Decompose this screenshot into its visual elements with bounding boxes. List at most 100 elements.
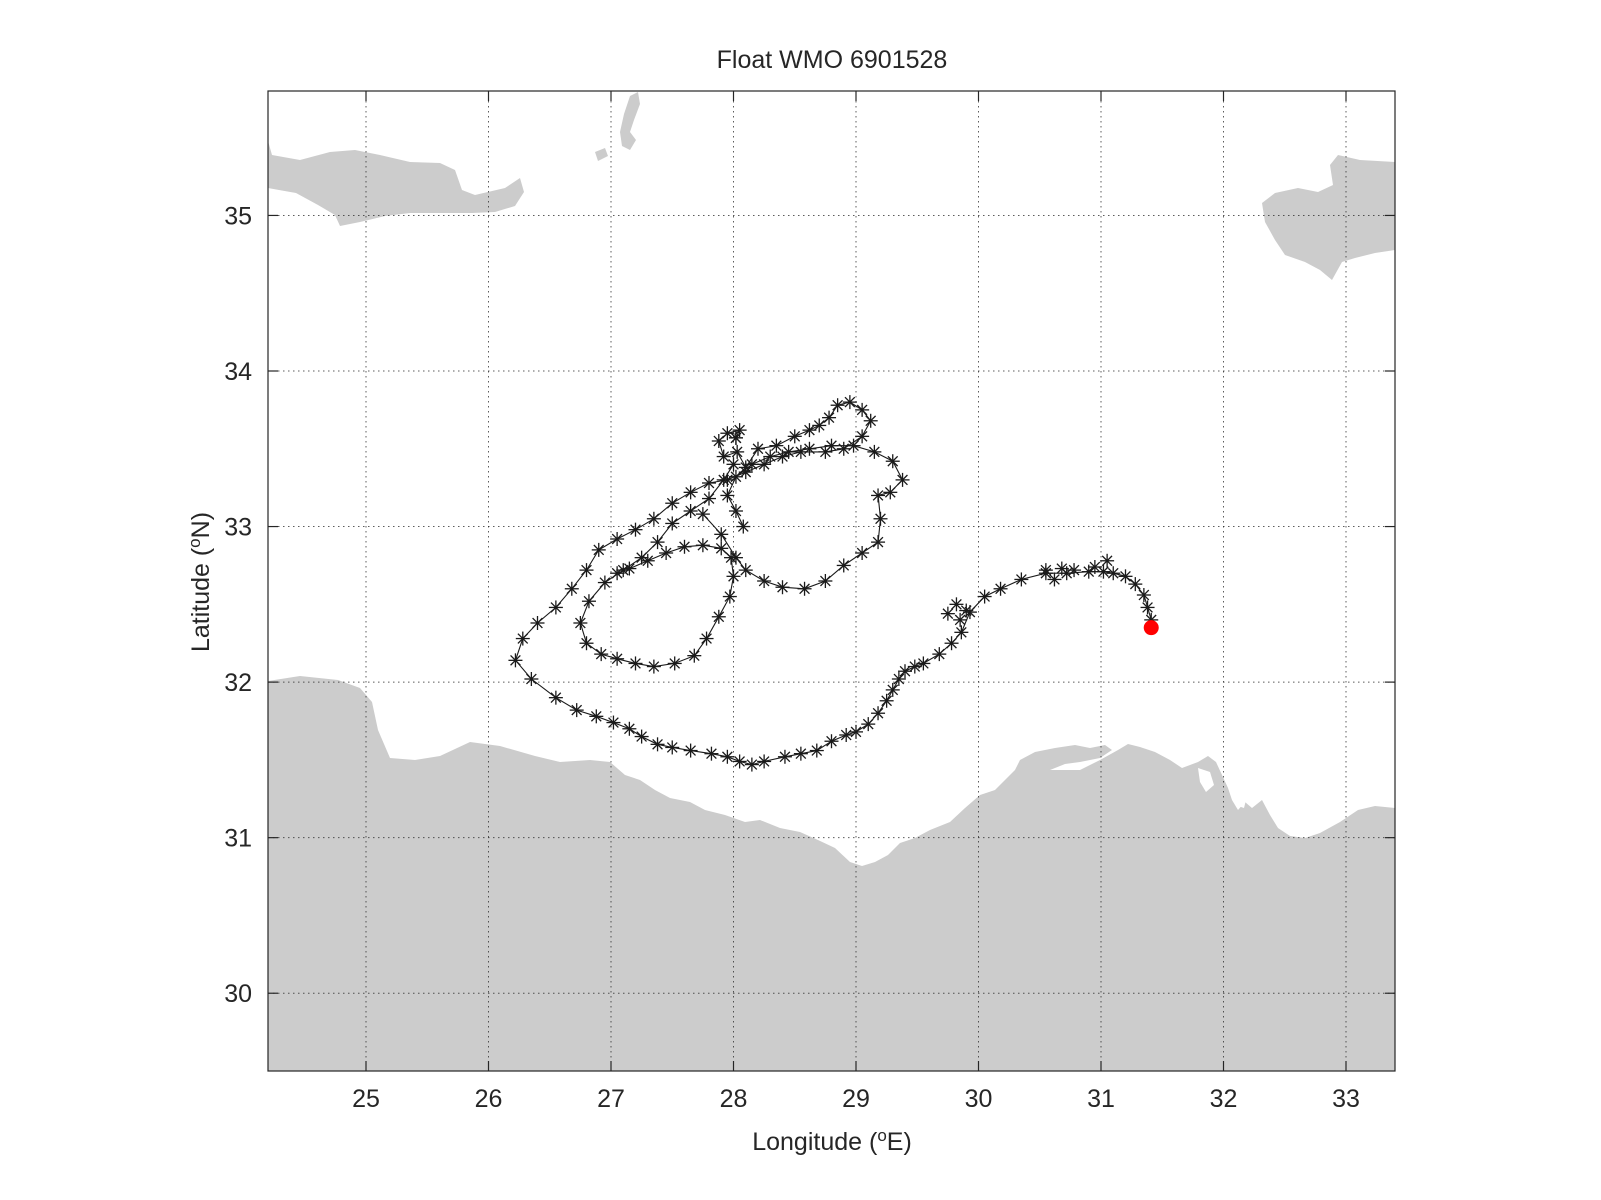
track-point <box>871 535 886 550</box>
track-point <box>895 472 910 487</box>
y-tick-label-30: 30 <box>224 980 252 1008</box>
track-point <box>683 504 698 518</box>
start-marker <box>728 430 743 445</box>
y-tick-label-31: 31 <box>224 825 252 853</box>
track-point <box>728 469 743 484</box>
track-point <box>515 631 530 646</box>
track-point <box>751 441 765 456</box>
track-point <box>665 496 680 511</box>
track-point <box>606 715 621 730</box>
y-axis-unit: N <box>187 520 215 538</box>
track-point <box>711 434 726 448</box>
track-point <box>728 550 743 565</box>
track-point <box>775 449 790 464</box>
track-point <box>695 507 710 522</box>
track-point <box>818 574 833 588</box>
track-point <box>1136 588 1151 602</box>
track-point <box>802 441 817 456</box>
track-point <box>1067 563 1082 578</box>
track-point <box>871 706 886 721</box>
track-point <box>993 581 1008 596</box>
track-point <box>722 589 737 604</box>
track-point <box>720 749 735 764</box>
track-point <box>579 563 594 578</box>
track-point <box>1014 572 1029 587</box>
track-point <box>1128 577 1143 592</box>
x-axis-label-text: Longitude <box>752 1128 862 1156</box>
track-point <box>824 734 839 749</box>
track-point <box>812 418 827 433</box>
track-point <box>1087 560 1102 574</box>
track-point <box>720 488 735 503</box>
y-tick-label-34: 34 <box>224 358 252 386</box>
track-point <box>548 690 563 705</box>
track-point <box>867 444 882 459</box>
track-point <box>524 672 539 686</box>
track-point <box>944 636 959 651</box>
track-point <box>863 413 878 428</box>
track-point <box>548 600 563 615</box>
track-point <box>610 651 625 666</box>
lake-delta <box>1198 768 1214 792</box>
axis-ticks <box>268 91 1395 1071</box>
track-point <box>830 398 845 413</box>
y-tick-label-35: 35 <box>224 202 252 230</box>
track-point <box>702 476 716 490</box>
track-point <box>628 656 643 671</box>
track-point <box>597 575 612 590</box>
track-point <box>977 589 992 604</box>
track-point <box>809 743 824 758</box>
track-point <box>628 522 643 537</box>
plot-area <box>267 90 1396 1072</box>
end-marker <box>1143 620 1159 636</box>
track-point <box>726 569 741 584</box>
track-point <box>883 485 898 500</box>
track-point <box>891 672 906 686</box>
track-point <box>885 454 900 469</box>
track-point <box>716 449 731 464</box>
track-point <box>579 636 594 651</box>
track-point <box>775 580 790 595</box>
track-point <box>744 757 759 772</box>
track-point <box>640 553 655 568</box>
track-point <box>711 609 726 624</box>
x-tick-label-26: 26 <box>475 1085 503 1113</box>
track-markers <box>508 395 1159 772</box>
track-point <box>822 410 837 425</box>
track-point <box>659 546 674 560</box>
track-point <box>781 444 796 459</box>
map-title: Float WMO 6901528 <box>717 46 948 74</box>
track-point <box>824 438 839 453</box>
x-tick-label-32: 32 <box>1210 1085 1238 1113</box>
track-point <box>793 746 808 761</box>
track-point <box>646 511 661 526</box>
track-point <box>777 749 792 764</box>
x-tick-label-33: 33 <box>1332 1085 1360 1113</box>
track-point <box>846 438 861 453</box>
track-point <box>728 504 743 518</box>
land-cyprus <box>1262 155 1395 280</box>
track-point <box>589 709 604 724</box>
track-point <box>861 717 876 732</box>
track-point <box>763 449 778 464</box>
x-axis-degree: o <box>877 1126 886 1145</box>
track-point <box>932 647 947 662</box>
x-tick-label-25: 25 <box>352 1085 380 1113</box>
track-point <box>744 457 759 472</box>
track-point <box>704 746 719 761</box>
track-point <box>569 703 584 718</box>
track-point <box>855 546 870 560</box>
track-point <box>842 395 857 410</box>
track-point <box>885 682 900 697</box>
land-karpathos <box>620 92 640 150</box>
x-tick-label-28: 28 <box>720 1085 748 1113</box>
y-axis-label: Latitude (oN) <box>185 512 215 652</box>
track-point <box>1140 600 1155 615</box>
track-point <box>622 561 637 576</box>
track-point <box>564 581 579 596</box>
track-point <box>610 532 625 546</box>
x-tick-labels: 25 26 27 28 29 30 31 32 33 <box>352 1085 1360 1113</box>
track-point <box>665 516 680 531</box>
axes-frame <box>267 90 1396 1072</box>
track-point <box>871 488 886 503</box>
